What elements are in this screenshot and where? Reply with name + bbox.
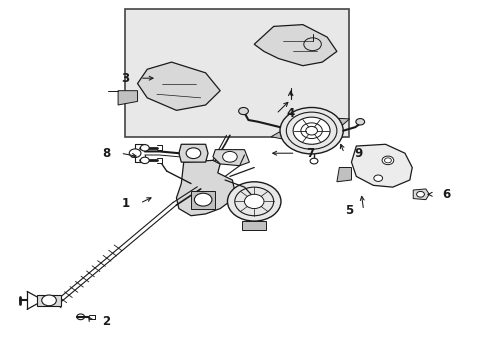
Circle shape — [355, 118, 364, 125]
Text: 5: 5 — [344, 204, 352, 217]
Circle shape — [381, 156, 393, 165]
Bar — [125, 9, 348, 137]
Polygon shape — [351, 144, 411, 187]
Text: 1: 1 — [121, 197, 129, 210]
Circle shape — [238, 108, 248, 114]
Circle shape — [309, 158, 317, 164]
Circle shape — [129, 149, 141, 157]
Circle shape — [227, 182, 281, 221]
Polygon shape — [191, 191, 215, 208]
Circle shape — [140, 157, 149, 163]
Circle shape — [292, 117, 329, 144]
Text: 8: 8 — [102, 147, 110, 160]
Polygon shape — [37, 295, 61, 306]
Circle shape — [222, 152, 237, 162]
Circle shape — [305, 126, 317, 135]
Polygon shape — [179, 144, 207, 162]
Polygon shape — [254, 24, 336, 66]
Circle shape — [416, 192, 424, 197]
Circle shape — [186, 148, 201, 158]
Circle shape — [244, 194, 264, 208]
Circle shape — [77, 314, 84, 320]
Circle shape — [140, 145, 149, 151]
Circle shape — [41, 295, 56, 306]
Polygon shape — [212, 150, 249, 166]
Text: 3: 3 — [121, 72, 129, 85]
Polygon shape — [338, 118, 349, 125]
Polygon shape — [176, 160, 234, 216]
Polygon shape — [270, 132, 281, 139]
Circle shape — [373, 175, 382, 181]
Text: 6: 6 — [441, 188, 449, 201]
Text: 7: 7 — [305, 147, 314, 160]
Circle shape — [194, 193, 211, 206]
Circle shape — [280, 108, 343, 154]
Polygon shape — [118, 91, 137, 105]
Text: 4: 4 — [286, 107, 294, 120]
Polygon shape — [412, 189, 428, 200]
Text: 2: 2 — [102, 315, 110, 328]
Polygon shape — [242, 221, 266, 230]
Polygon shape — [336, 167, 351, 182]
Text: 9: 9 — [354, 147, 362, 160]
Polygon shape — [137, 62, 220, 111]
